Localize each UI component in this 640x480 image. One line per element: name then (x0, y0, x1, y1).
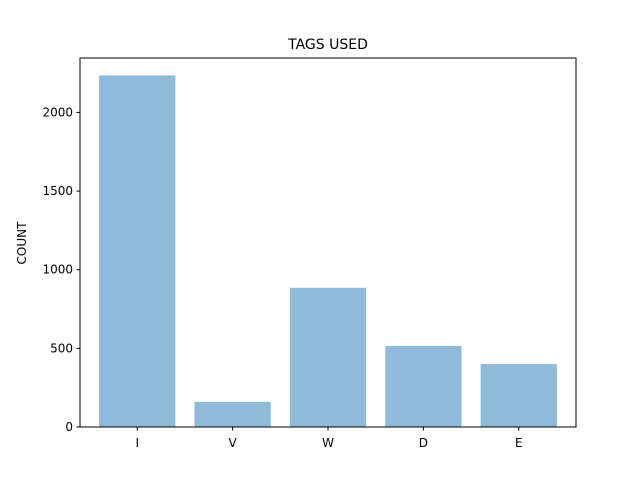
bar-V (194, 401, 271, 427)
chart-title: TAGS USED (287, 37, 368, 53)
y-tick-label: 0 (65, 420, 73, 434)
y-tick-label: 2000 (42, 105, 73, 119)
y-axis-label: COUNT (15, 221, 29, 265)
y-tick-label: 500 (50, 341, 73, 355)
x-tick-label: E (515, 436, 523, 450)
x-tick-label: W (322, 436, 334, 450)
bar-W (289, 287, 367, 427)
x-tick-label: V (229, 436, 238, 450)
x-tick-label: D (419, 436, 428, 450)
y-tick-label: 1500 (42, 184, 73, 198)
y-tick-label: 1000 (42, 263, 73, 277)
bar-I (99, 75, 176, 427)
bar-D (385, 345, 462, 427)
bar-E (480, 364, 557, 427)
y-axis: 0 500 1000 1500 2000 (42, 105, 80, 434)
bars-group (99, 75, 557, 427)
x-tick-label: I (135, 436, 139, 450)
